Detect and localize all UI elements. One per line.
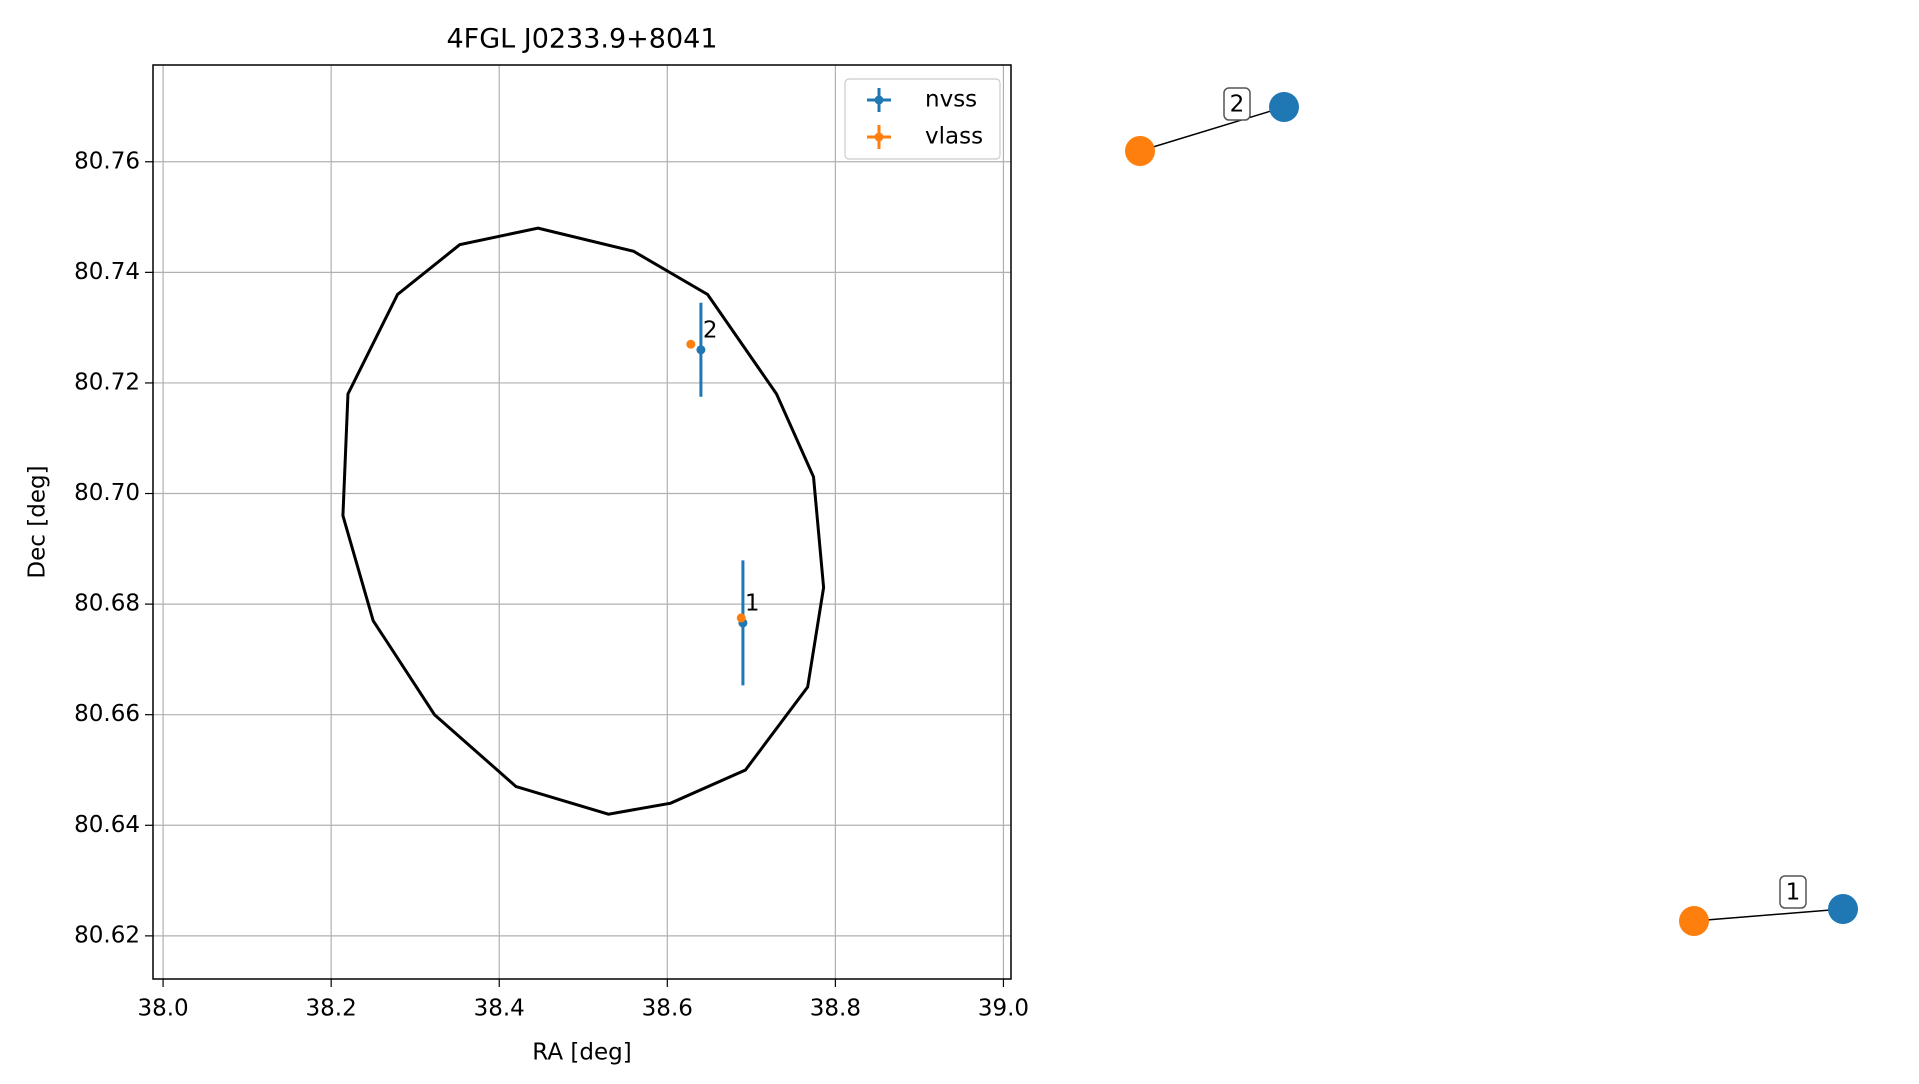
node <box>1679 906 1709 936</box>
point <box>736 613 746 623</box>
y-tick-label: 80.62 <box>74 922 140 948</box>
error-ellipse <box>341 226 826 816</box>
y-tick-label: 80.70 <box>74 480 140 506</box>
node <box>1125 136 1155 166</box>
edge <box>1693 908 1844 922</box>
edge <box>1139 106 1285 152</box>
y-tick-label: 80.66 <box>74 701 140 727</box>
point-label: 2 <box>703 317 718 343</box>
y-tick-label: 80.68 <box>74 591 140 617</box>
legend-marker <box>874 95 884 105</box>
edge-label: 1 <box>1786 880 1801 906</box>
plot-frame <box>152 64 1012 980</box>
y-tick-label: 80.72 <box>74 369 140 395</box>
point <box>696 345 706 355</box>
edge-label: 2 <box>1230 92 1245 118</box>
x-tick-label: 39.0 <box>978 996 1029 1022</box>
x-tick-label: 38.0 <box>137 996 188 1022</box>
x-tick-label: 38.4 <box>474 996 525 1022</box>
x-tick-label: 38.8 <box>810 996 861 1022</box>
y-tick-label: 80.64 <box>74 812 140 838</box>
network: 21 <box>1125 87 1858 936</box>
x-tick-label: 38.2 <box>306 996 357 1022</box>
y-tick-label: 80.76 <box>74 148 140 174</box>
y-tick-label: 80.74 <box>74 259 140 285</box>
node <box>1269 92 1299 122</box>
legend-label: vlass <box>925 124 983 150</box>
edge-label-box <box>1223 87 1251 121</box>
chart-title: 4FGL J0233.9+8041 <box>446 24 717 55</box>
x-axis-label: RA [deg] <box>532 1040 631 1066</box>
x-tick-label: 38.6 <box>642 996 693 1022</box>
node <box>1828 894 1858 924</box>
plot: 38.0 38.2 38.4 38.6 38.8 39.0 80.62 80.64 80.66 8… <box>25 24 1030 1066</box>
point-label: 1 <box>745 590 760 616</box>
legend-marker <box>874 132 884 142</box>
legend-label: nvss <box>925 87 977 113</box>
edge-label-box <box>1779 875 1807 909</box>
y-axis-label: Dec [deg] <box>25 465 51 578</box>
point <box>686 339 696 349</box>
